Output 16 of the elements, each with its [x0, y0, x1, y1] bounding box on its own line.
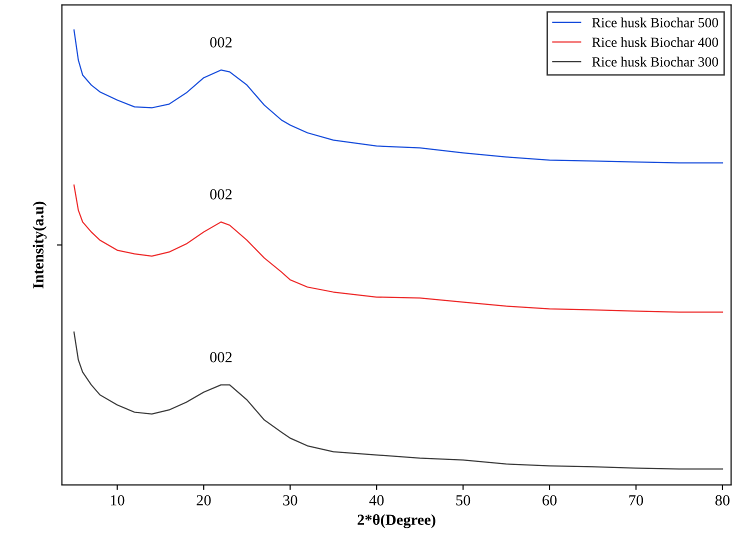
legend-label: Rice husk Biochar 400 [592, 37, 718, 47]
annotation: 002 [210, 189, 232, 200]
legend-label: Rice husk Biochar 300 [592, 56, 718, 67]
x-tick-label: 50 [456, 495, 470, 506]
y-axis-title: Intensity(a.u) [32, 202, 47, 288]
x-tick-label: 70 [629, 495, 644, 506]
x-tick-label: 80 [715, 495, 730, 506]
x-tick-label: 30 [283, 495, 298, 506]
x-tick-label: 60 [542, 495, 557, 506]
legend-label: Rice husk Biochar 500 [592, 18, 718, 28]
annotation: 002 [210, 37, 232, 48]
annotation: 002 [210, 352, 232, 362]
x-tick-label: 10 [110, 495, 124, 506]
x-tick-label: 40 [369, 495, 384, 506]
x-axis-title: 2*θ(Degree) [358, 514, 436, 528]
x-tick-label: 20 [196, 495, 211, 506]
